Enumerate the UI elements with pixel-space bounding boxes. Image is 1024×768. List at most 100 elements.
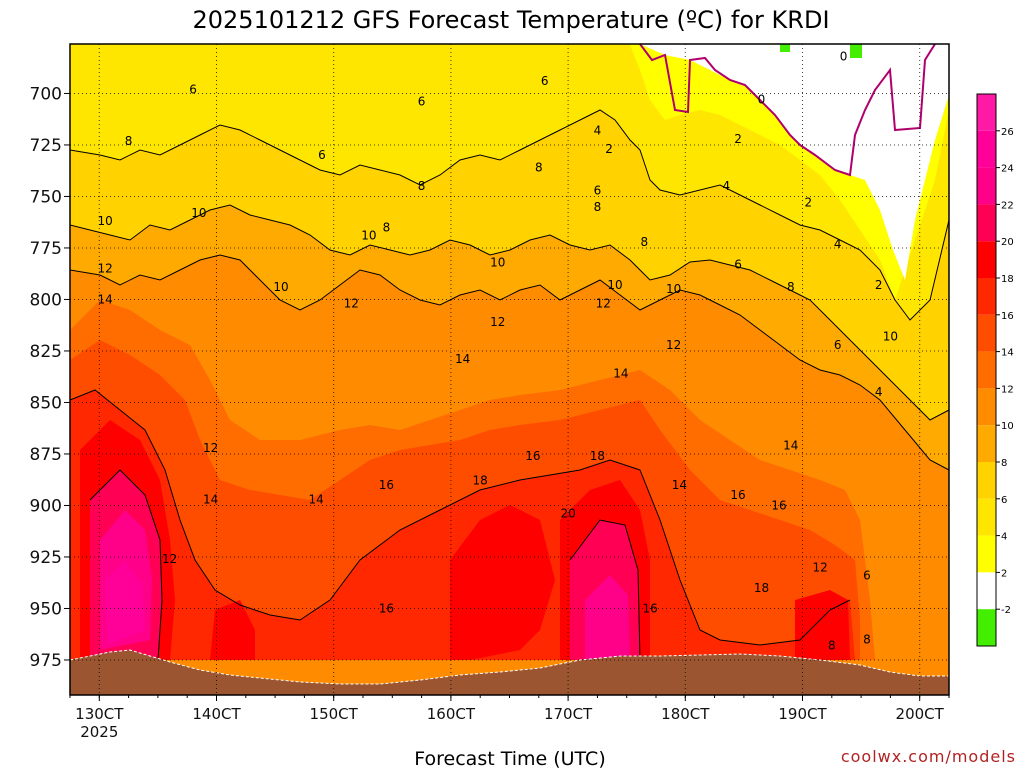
contour-label: 6 <box>189 82 197 96</box>
contour-label: 8 <box>863 632 871 646</box>
contour-label: 16 <box>771 498 786 512</box>
colorbar-segment <box>977 130 996 168</box>
contour-label: 8 <box>418 179 426 193</box>
contour-label: 6 <box>863 569 871 583</box>
colorbar-tick-label: 14 <box>1001 348 1014 359</box>
colorbar-segment <box>977 498 996 536</box>
contour-label: 2 <box>734 132 742 146</box>
contour-label: 12 <box>344 297 359 311</box>
y-axis: 700 725 750 775 800 825 850 875 900 925 950 975 <box>30 84 70 671</box>
zero-degree-line <box>639 44 936 177</box>
contour-label: 18 <box>473 474 488 488</box>
contour-label: 8 <box>640 235 648 249</box>
x-tick-label: 150CT <box>310 705 359 723</box>
colorbar-segment <box>977 351 996 389</box>
colorbar-tick-label: 6 <box>1001 495 1007 506</box>
y-tick-label: 825 <box>30 342 62 362</box>
contour-label: 12 <box>98 262 113 276</box>
contour-line <box>70 389 851 646</box>
colorbar-segment <box>977 314 996 352</box>
contour-label: 14 <box>613 367 628 381</box>
y-tick-label: 925 <box>30 548 62 568</box>
contour-label: 10 <box>273 280 288 294</box>
contour-label: 16 <box>642 601 657 615</box>
contour-label: 2 <box>805 196 813 210</box>
y-tick-label: 975 <box>30 651 62 671</box>
contour-label: 8 <box>125 134 133 148</box>
contour-label: 12 <box>812 560 827 574</box>
y-tick-label: 800 <box>30 290 62 310</box>
colorbar-tick-label: 2 <box>1001 568 1007 579</box>
colorbar-segment <box>977 462 996 499</box>
contour-label: 14 <box>672 478 687 492</box>
colorbar-segment <box>977 535 996 573</box>
contour-label: 2 <box>875 278 883 292</box>
colorbar-tick-label: 18 <box>1001 274 1014 285</box>
x-tick-sublabel: 2025 <box>80 723 118 741</box>
contour-label: 4 <box>875 385 883 399</box>
y-tick-label: 725 <box>30 136 62 156</box>
contour-label: 10 <box>490 255 505 269</box>
colorbar-tick-label: 12 <box>1001 384 1014 395</box>
x-tick-label: 170CT <box>544 705 593 723</box>
contour-label: 10 <box>98 214 113 228</box>
contour-label: 14 <box>203 492 218 506</box>
band-2c <box>640 44 949 280</box>
contour-label: 8 <box>535 161 543 175</box>
y-tick-label: 900 <box>30 496 62 516</box>
colorbar-segment <box>977 167 996 205</box>
contour-label: 4 <box>594 124 602 138</box>
colorbar-tick-label: 22 <box>1001 200 1014 211</box>
band-16c <box>70 390 855 660</box>
contour-label: 4 <box>834 237 842 251</box>
contour-labels: 6 6 6 6 8 8 8 8 8 10 10 10 10 10 10 10 10 12 12 12 12 12 12 12 1… <box>98 49 899 652</box>
contour-label: 16 <box>379 601 394 615</box>
plot-area <box>70 44 949 695</box>
chart-title: 2025101212 GFS Forecast Temperature (ºC)… <box>192 6 829 34</box>
x-tick-label: 130CT <box>75 705 124 723</box>
contour-label: 14 <box>98 292 113 306</box>
contour-line <box>70 254 949 471</box>
contour-line <box>70 109 949 321</box>
x-tick-label: 160CT <box>427 705 476 723</box>
terrain <box>70 649 949 695</box>
colorbar-tick-label: 20 <box>1001 237 1014 248</box>
contour-label: 12 <box>162 552 177 566</box>
colorbar-segment <box>977 204 996 242</box>
colorbar-tick-label: 8 <box>1001 458 1007 469</box>
contour-label: 10 <box>883 330 898 344</box>
colorbar-tick-label: 16 <box>1001 311 1014 322</box>
colorbar-segment <box>977 94 996 131</box>
contour-label: 6 <box>541 74 549 88</box>
contour-label: 10 <box>607 278 622 292</box>
contour-label: 8 <box>594 200 602 214</box>
y-tick-label: 875 <box>30 445 62 465</box>
contour-label: 6 <box>834 338 842 352</box>
contour-label: 10 <box>361 229 376 243</box>
contour-label: 12 <box>666 338 681 352</box>
colorbar-segment <box>977 572 996 610</box>
contour-label: 8 <box>383 220 391 234</box>
y-tick-label: 700 <box>30 84 62 104</box>
contour-label: 12 <box>203 441 218 455</box>
colorbar-tick-label: 26 <box>1001 127 1014 138</box>
contour-label: 20 <box>560 507 575 521</box>
contour-label: 6 <box>594 183 602 197</box>
contour-label: 6 <box>734 257 742 271</box>
contour-label: 8 <box>828 639 836 653</box>
contour-label: 0 <box>758 93 766 107</box>
contour-label: 14 <box>308 492 323 506</box>
contour-label: 14 <box>783 439 798 453</box>
band-24c <box>105 560 145 645</box>
contour-label: 14 <box>455 352 470 366</box>
y-tick-label: 750 <box>30 187 62 207</box>
x-tick-label: 200CT <box>896 705 945 723</box>
contour-label: 16 <box>525 449 540 463</box>
freezing-contour <box>639 44 936 177</box>
x-axis-label: Forecast Time (UTC) <box>414 748 605 768</box>
y-tick-label: 950 <box>30 599 62 619</box>
contour-label: 16 <box>730 488 745 502</box>
contour-label: 6 <box>318 148 326 162</box>
